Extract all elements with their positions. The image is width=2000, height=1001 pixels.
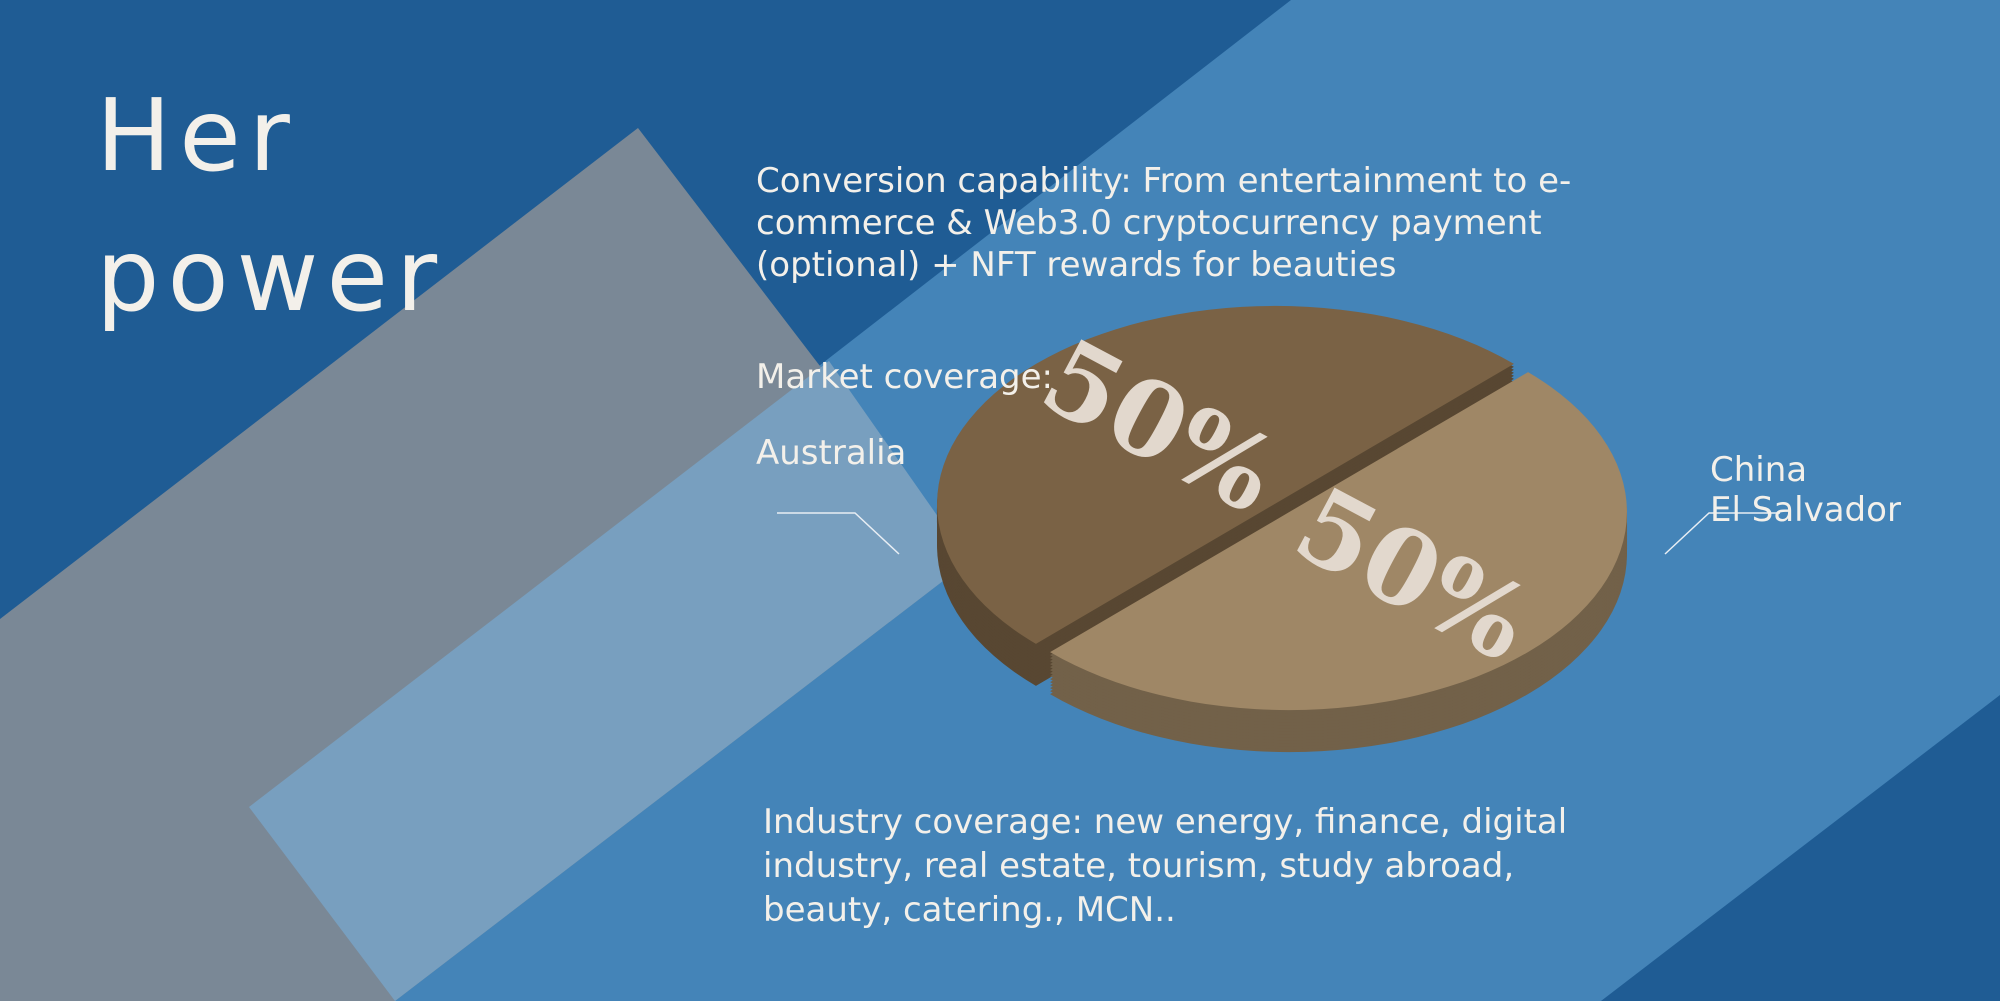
category-label: China (1710, 450, 1808, 490)
gray-band (0, 128, 969, 1001)
light-band (249, 361, 969, 1001)
slide-title: Her power (96, 77, 446, 334)
slice (937, 305, 1514, 644)
conversion-text: Conversion capability: From entertainmen… (756, 161, 1572, 285)
slice (1050, 372, 1627, 711)
leader-line (1664, 512, 1780, 555)
legend-label: Australia (756, 432, 906, 474)
industry-text: Industry coverage: new energy, finance, … (763, 802, 1568, 930)
legend-label: China El Salvador (1710, 450, 1901, 530)
market-label: Market coverage: (756, 357, 1053, 397)
category-label: El Salvador (1710, 490, 1901, 530)
pie: 50%50% (936, 305, 1628, 753)
dark-corner (1601, 695, 2000, 1001)
leader-line (777, 512, 900, 555)
category-label: Australia (756, 433, 907, 473)
